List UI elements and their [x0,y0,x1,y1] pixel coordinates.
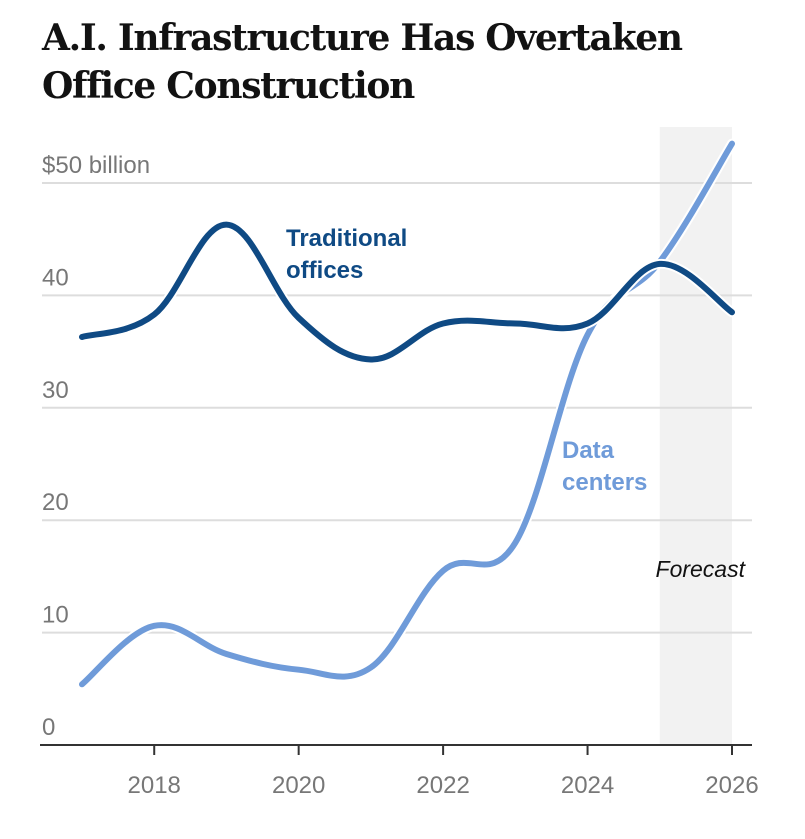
y-tick-label: 20 [42,489,69,516]
y-tick-label: 30 [42,377,69,404]
x-tick-label: 2022 [416,772,469,799]
x-tick-label: 2018 [128,772,181,799]
x-tick-label: 2024 [561,772,614,799]
data-centers-label: centers [562,469,647,496]
x-axis-labels: 2018 2020 2022 2024 2026 [128,772,759,799]
traditional-offices-label: offices [286,257,363,284]
x-axis [40,744,752,755]
traditional-offices-line [79,221,735,363]
chart-title: A.I. Infrastructure Has Overtaken Office… [42,17,683,107]
series-lines [77,138,737,690]
traditional-offices-label: Traditional [286,225,407,252]
y-axis-labels: 0 10 20 30 40 $50 billion [42,152,150,741]
data-centers-label: Data [562,437,615,464]
y-tick-label: 40 [42,264,69,291]
x-tick-label: 2020 [272,772,325,799]
y-tick-label: 0 [42,714,55,741]
x-tick-label: 2026 [705,772,758,799]
forecast-region: Forecast [656,127,747,745]
y-tick-label: $50 billion [42,152,150,179]
forecast-shading [659,127,732,745]
series-labels: Traditional offices Data centers [286,225,647,496]
forecast-label: Forecast [656,556,747,582]
y-tick-label: 10 [42,602,69,629]
